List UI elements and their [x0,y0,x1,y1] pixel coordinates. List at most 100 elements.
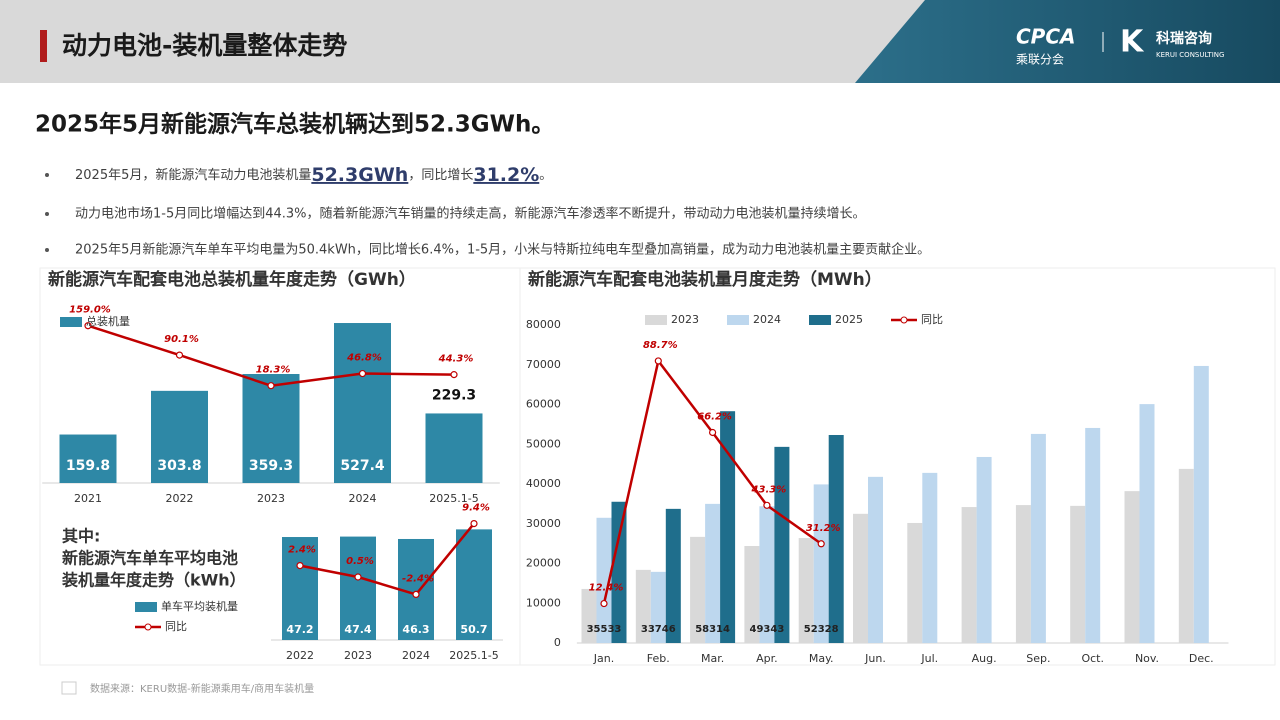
bar [813,484,829,643]
legend-swatch [144,623,152,631]
data-label: 159.8 [66,458,110,474]
bar [705,503,721,643]
bar [907,522,923,643]
bullet: 2025年5月新能源汽车单车平均电量为50.4kWh，同比增长6.4%，1-5月… [75,242,930,258]
legend-label: 单车平均装机量 [161,599,238,613]
x-tick-label: 2024 [402,649,430,662]
y-tick-label: 30000 [526,517,561,530]
bar [1139,404,1155,643]
page-title: 动力电池-装机量整体走势 [62,31,347,60]
bar [456,529,492,640]
logo-mark: K [1120,25,1145,60]
x-tick-label: 2025.1-5 [449,649,498,662]
bar [744,546,760,643]
data-label: 18.3% [256,365,291,376]
line-marker [84,322,92,330]
data-label: 527.4 [340,458,385,474]
bar [828,434,844,643]
line-marker [296,561,304,570]
y-tick-label: 0 [554,636,561,649]
bar [1178,468,1194,643]
headline: 2025年5月新能源汽车总装机辆达到52.3GWh。 [35,111,554,138]
line-marker [267,382,275,390]
legend-label: 总装机量 [86,314,130,328]
data-label: -2.4% [402,573,434,584]
source-icon [61,681,77,695]
bar [1070,505,1086,643]
x-tick-label: 2021 [74,492,102,505]
x-tick-label: Feb. [647,652,670,665]
data-label: 33746 [641,624,676,635]
data-label: 159.0% [69,305,111,316]
title-marker [40,30,47,62]
data-label: 229.3 [432,387,476,403]
panel [519,267,1276,666]
header-accent [855,0,1280,83]
data-label: 46.8% [346,353,382,364]
bar [59,434,117,483]
bar [242,374,300,483]
x-tick-label: May. [809,652,834,665]
line-marker [470,519,478,528]
data-label: 49343 [750,624,785,635]
bar [720,411,736,643]
x-tick-label: Apr. [756,652,778,665]
bar [853,513,868,643]
bar [665,508,681,643]
y-tick-label: 80000 [526,318,561,331]
bar [334,323,391,483]
line-marker [358,369,367,378]
y-tick-label: 20000 [526,557,561,570]
bar [774,446,790,643]
x-tick-label: Oct. [1081,652,1104,665]
bullet-dot [45,248,49,252]
bar [1124,491,1140,643]
legend-swatch [645,315,667,325]
x-tick-label: 2022 [286,649,314,662]
x-tick-label: Aug. [972,652,997,665]
legend-label: 2025 [835,313,863,326]
data-label: 47.4 [344,623,371,636]
data-label: 58314 [695,624,730,635]
y-tick-label: 60000 [526,398,561,411]
bar [282,537,318,640]
x-tick-label: Mar. [701,652,724,665]
data-label: 90.1% [164,334,199,345]
y-tick-label: 50000 [526,437,561,450]
line-marker [354,573,362,581]
data-label: 66.2% [697,411,732,422]
data-label: 303.8 [157,458,201,474]
data-label: 46.3 [402,623,429,636]
legend-label: 2023 [671,313,699,326]
logo-text: KERUI CONSULTING [1156,51,1224,59]
x-tick-label: 2025.1-5 [429,492,478,505]
x-tick-label: Nov. [1135,652,1159,665]
x-tick-label: 2023 [344,649,372,662]
logo-text: 科瑞咨询 [1156,30,1212,47]
line-marker [600,599,608,608]
data-label: 52328 [804,624,839,635]
line-marker [817,540,825,548]
data-label: 0.5% [346,556,374,567]
bar [340,536,376,640]
bar [1085,427,1101,643]
bar [798,538,814,643]
bullet-text: 2025年5月，新能源汽车动力电池装机量 [75,167,311,183]
x-tick-label: 2022 [166,492,194,505]
line-marker [708,428,717,437]
data-label: 12.4% [589,583,624,594]
bullet: 2025年5月，新能源汽车动力电池装机量52.3GWh，同比增长31.2%。 [75,164,552,186]
bullet-dot [45,212,49,216]
legend-swatch [900,316,908,324]
chart-title: 装机量年度走势（kWh） [61,571,246,590]
bar [151,390,208,483]
data-label: 2.4% [288,545,316,556]
data-label: 31.2% [806,523,841,534]
bullet-text: ，同比增长 [408,168,473,183]
y-tick-label: 70000 [526,358,561,371]
data-label: 88.7% [643,340,678,351]
x-tick-label: Jun. [864,652,886,665]
line-marker [450,371,458,379]
bar [425,413,483,483]
